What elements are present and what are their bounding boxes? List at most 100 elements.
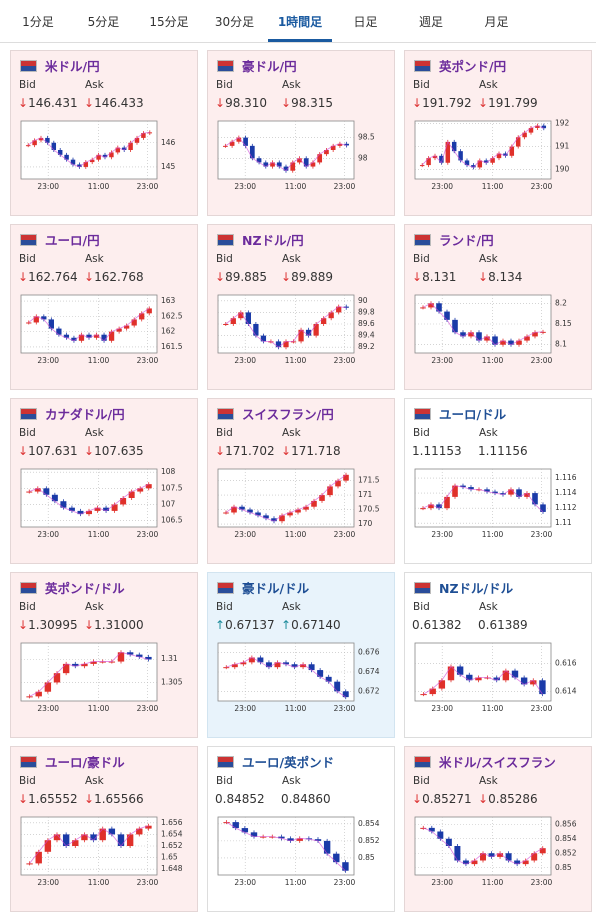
- tab[interactable]: 5分足: [87, 15, 120, 29]
- ask-arrow: ↓: [84, 270, 95, 284]
- candle: [25, 145, 31, 147]
- candle: [344, 143, 349, 146]
- candle: [444, 311, 450, 320]
- candle: [48, 319, 54, 329]
- tab[interactable]: 15分足: [149, 15, 189, 29]
- pair-name: スイスフラン/円: [242, 407, 334, 422]
- ask-price: 89.889: [291, 270, 334, 284]
- pair-name: NZドル/ドル: [439, 581, 514, 596]
- candle: [298, 329, 304, 342]
- tab[interactable]: 週足: [418, 15, 443, 29]
- ask-label: Ask: [85, 79, 104, 91]
- candle: [86, 510, 92, 515]
- candle: [343, 306, 349, 308]
- flag-icon: [414, 582, 431, 594]
- rate-panel[interactable]: 豪ドル/ドル Bid Ask ↑0.67137 ↑0.67140 0.672 0.674 0.…: [207, 572, 395, 738]
- rate-panel[interactable]: ユーロ/円 Bid Ask ↓162.764 ↓162.768 161.5 162 162.5…: [10, 224, 198, 390]
- candle: [327, 486, 333, 496]
- pair-name: 豪ドル/ドル: [242, 581, 310, 596]
- mini-chart: 145 146 23:00 11:00 23:00: [20, 120, 176, 191]
- mini-chart: 161.5 162 162.5 163 23:00 11:00 23:00: [20, 294, 183, 365]
- rate-panel[interactable]: NZドル/ドル Bid Ask 0.61382 0.61389 0.614 0.616 23:…: [404, 572, 592, 738]
- ask-value: 0.84860: [281, 792, 331, 806]
- ask-price: 171.718: [291, 444, 341, 458]
- candle: [223, 145, 228, 147]
- bid-arrow: ↓: [215, 444, 226, 458]
- candle: [64, 154, 69, 160]
- candle: [325, 676, 332, 682]
- close-line: [225, 137, 347, 172]
- candle: [259, 836, 267, 838]
- rate-panel[interactable]: スイスフラン/円 Bid Ask ↓171.702 ↓171.718 170 170.5 17…: [207, 398, 395, 564]
- candle: [103, 507, 110, 511]
- ask-value: ↓162.768: [84, 270, 144, 284]
- rate-panel[interactable]: ユーロ/ドル Bid Ask 1.11153 1.11156 1.11 1.112 1.114…: [404, 398, 592, 564]
- candle: [248, 657, 255, 663]
- ask-label: Ask: [479, 427, 498, 439]
- x-tick-label: 23:00: [334, 356, 356, 365]
- y-tick-label: 0.852: [555, 848, 577, 857]
- candle: [71, 337, 77, 341]
- candle: [26, 696, 33, 698]
- candle: [296, 838, 303, 841]
- tab[interactable]: 日足: [353, 15, 378, 29]
- rate-panel[interactable]: ユーロ/英ポンド Bid Ask 0.84852 0.84860 0.85 0.852 0.8…: [207, 746, 395, 912]
- y-tick-label: 192: [555, 118, 570, 127]
- candle: [253, 324, 259, 336]
- candle: [94, 507, 101, 511]
- x-tick-label: 23:00: [431, 182, 453, 191]
- candle: [429, 688, 436, 695]
- tab[interactable]: 30分足: [214, 15, 255, 29]
- bid-arrow: ↓: [18, 270, 29, 284]
- x-tick-label: 23:00: [137, 878, 159, 887]
- bid-value: ↓1.30995: [18, 618, 78, 632]
- x-tick-label: 11:00: [482, 704, 504, 713]
- rate-panel[interactable]: 豪ドル/円 Bid Ask ↓98.310 ↓98.315 98 98.5 23:00 11:0…: [207, 50, 395, 216]
- tab[interactable]: 1時間足: [268, 0, 332, 42]
- mini-chart: 98 98.5 23:00 11:00 23:00: [217, 120, 375, 191]
- ask-arrow: ↓: [84, 792, 95, 806]
- rate-panel[interactable]: NZドル/円 Bid Ask ↓89.885 ↓89.889 89.2 89.4 89.6 89…: [207, 224, 395, 390]
- rate-panel[interactable]: 米ドル/円 Bid Ask ↓146.431 ↓146.433 145 146 23:00 11…: [10, 50, 198, 216]
- candle: [86, 334, 92, 338]
- candle: [305, 329, 312, 336]
- ask-price: 162.768: [94, 270, 144, 284]
- rate-panel[interactable]: 英ポンド/ドル Bid Ask ↓1.30995 ↓1.31000 1.305 1.31 23…: [10, 572, 198, 738]
- candle: [311, 500, 317, 507]
- pair-name: NZドル/円: [242, 233, 304, 248]
- candle: [530, 680, 537, 685]
- mini-chart: 89.2 89.4 89.6 89.8 90 23:00 11:00 23:00: [217, 294, 375, 365]
- candle: [240, 662, 247, 665]
- x-tick-label: 11:00: [482, 182, 504, 191]
- candle: [531, 853, 538, 861]
- candle: [539, 848, 546, 854]
- bid-price: 191.792: [422, 96, 472, 110]
- bid-arrow: ↓: [18, 444, 29, 458]
- candle: [263, 162, 269, 167]
- ask-value: ↑0.67140: [281, 618, 341, 632]
- x-tick-label: 23:00: [137, 356, 159, 365]
- rate-panel[interactable]: ユーロ/豪ドル Bid Ask ↓1.65552 ↓1.65566 1.648 1.65 1.…: [10, 746, 198, 912]
- tab[interactable]: 1分足: [22, 15, 54, 29]
- rate-panel[interactable]: 英ポンド/円 Bid Ask ↓191.792 ↓191.799 190 191 192 23:…: [404, 50, 592, 216]
- bid-arrow: ↓: [18, 618, 29, 632]
- tab[interactable]: 月足: [484, 15, 509, 29]
- bid-arrow: ↑: [215, 618, 226, 632]
- candle: [516, 489, 522, 497]
- candle: [496, 153, 502, 159]
- rate-panel[interactable]: カナダドル/円 Bid Ask ↓107.631 ↓107.635 106.5 107 107…: [10, 398, 198, 564]
- candle: [51, 142, 57, 150]
- candle: [271, 518, 277, 522]
- candle: [480, 853, 486, 861]
- candle: [490, 158, 495, 163]
- bid-price: 98.310: [225, 96, 268, 110]
- ask-arrow: ↓: [478, 96, 489, 110]
- ask-label: Ask: [282, 253, 301, 265]
- plot-area: [20, 642, 158, 702]
- x-tick-label: 23:00: [234, 704, 256, 713]
- bid-price: 162.764: [28, 270, 78, 284]
- candle: [451, 141, 457, 152]
- rate-panel[interactable]: ランド/円 Bid Ask ↓8.131 ↓8.134 8.1 8.15 8.2 23:00 11…: [404, 224, 592, 390]
- pair-name: 米ドル/スイスフラン: [439, 755, 556, 770]
- rate-panel[interactable]: 米ドル/スイスフラン Bid Ask ↓0.85271 ↓0.85286 0.85 0.85…: [404, 746, 592, 912]
